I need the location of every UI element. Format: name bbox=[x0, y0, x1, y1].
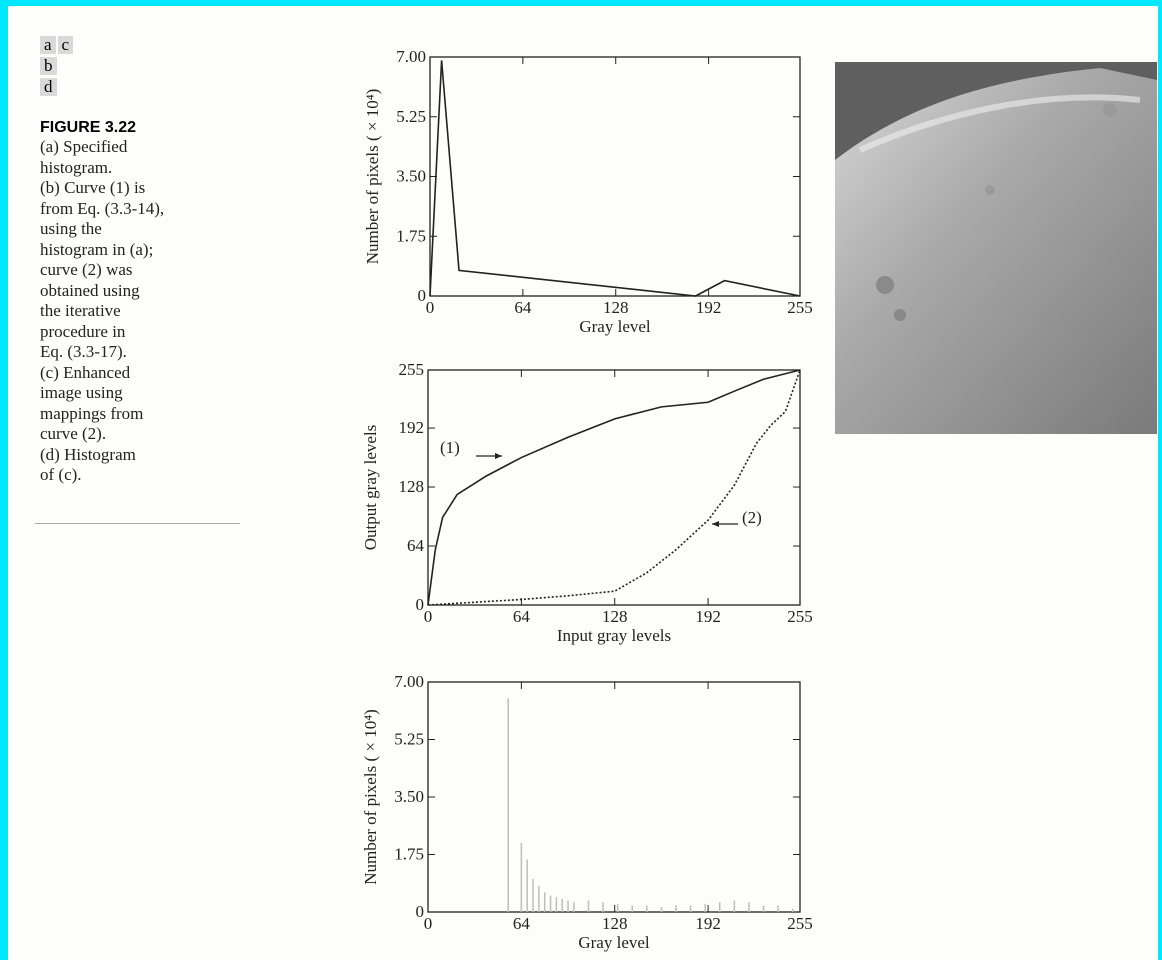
crater bbox=[985, 185, 995, 195]
x-tick-label: 255 bbox=[787, 298, 813, 317]
x-tick-label: 0 bbox=[424, 914, 433, 933]
x-tick-label: 192 bbox=[695, 607, 721, 626]
y-tick-label: 255 bbox=[399, 360, 425, 379]
plot-frame bbox=[430, 57, 800, 296]
y-axis-label: Output gray levels bbox=[361, 425, 380, 551]
y-tick-label: 1.75 bbox=[396, 226, 426, 245]
x-tick-label: 255 bbox=[787, 914, 813, 933]
y-tick-label: 0 bbox=[416, 595, 425, 614]
x-tick-label: 64 bbox=[513, 607, 531, 626]
chart: 0 64 128 192 255 0 1.75 3.50 5.25 7.00 Gray level N… bbox=[363, 47, 813, 336]
x-tick-label: 0 bbox=[426, 298, 435, 317]
plot-frame bbox=[428, 682, 800, 912]
y-tick-label: 5.25 bbox=[394, 730, 424, 749]
annotation-arrowhead bbox=[495, 453, 502, 459]
x-tick-label: 0 bbox=[424, 607, 433, 626]
x-tick-label: 192 bbox=[695, 914, 721, 933]
annotation-arrowhead bbox=[712, 521, 719, 527]
line-series bbox=[428, 370, 800, 605]
x-axis-label: Gray level bbox=[579, 317, 651, 336]
y-axis-label: Number of pixels ( × 10⁴) bbox=[361, 709, 380, 885]
y-tick-label: 1.75 bbox=[394, 845, 424, 864]
line-series bbox=[430, 60, 800, 296]
y-tick-label: 64 bbox=[407, 536, 425, 555]
y-tick-label: 5.25 bbox=[396, 107, 426, 126]
x-tick-label: 64 bbox=[514, 298, 532, 317]
chart: 0 64 128 192 255 0 1.75 3.50 5.25 7.00 Gray level N… bbox=[361, 672, 813, 952]
x-axis-label: Gray level bbox=[578, 933, 650, 952]
crater bbox=[894, 309, 906, 321]
x-tick-label: 128 bbox=[602, 914, 628, 933]
page: ac b d FIGURE 3.22 (a) Specifiedhistogra… bbox=[0, 0, 1162, 960]
x-tick-label: 255 bbox=[787, 607, 813, 626]
y-tick-label: 7.00 bbox=[394, 672, 424, 691]
line-series bbox=[428, 370, 800, 605]
y-tick-label: 192 bbox=[399, 418, 425, 437]
x-tick-label: 128 bbox=[602, 607, 628, 626]
y-tick-label: 3.50 bbox=[396, 167, 426, 186]
x-tick-label: 192 bbox=[696, 298, 722, 317]
x-axis-label: Input gray levels bbox=[557, 626, 671, 645]
y-tick-label: 3.50 bbox=[394, 787, 424, 806]
x-tick-label: 128 bbox=[603, 298, 629, 317]
y-tick-label: 128 bbox=[399, 477, 425, 496]
y-tick-label: 0 bbox=[418, 286, 427, 305]
annotation: (1) bbox=[440, 438, 460, 457]
figure: 0 64 128 192 255 0 1.75 3.50 5.25 7.00 Gray level N… bbox=[0, 0, 1162, 960]
y-tick-label: 7.00 bbox=[396, 47, 426, 66]
plot-frame bbox=[428, 370, 800, 605]
enhanced-image bbox=[835, 62, 1157, 434]
crater bbox=[876, 276, 894, 294]
chart: 0 64 128 192 255 0 64 128 192 255 Input gray level… bbox=[361, 360, 813, 645]
y-tick-label: 0 bbox=[416, 902, 425, 921]
crater bbox=[1103, 103, 1117, 117]
annotation: (2) bbox=[742, 508, 762, 527]
y-axis-label: Number of pixels ( × 10⁴) bbox=[363, 89, 382, 265]
x-tick-label: 64 bbox=[513, 914, 531, 933]
